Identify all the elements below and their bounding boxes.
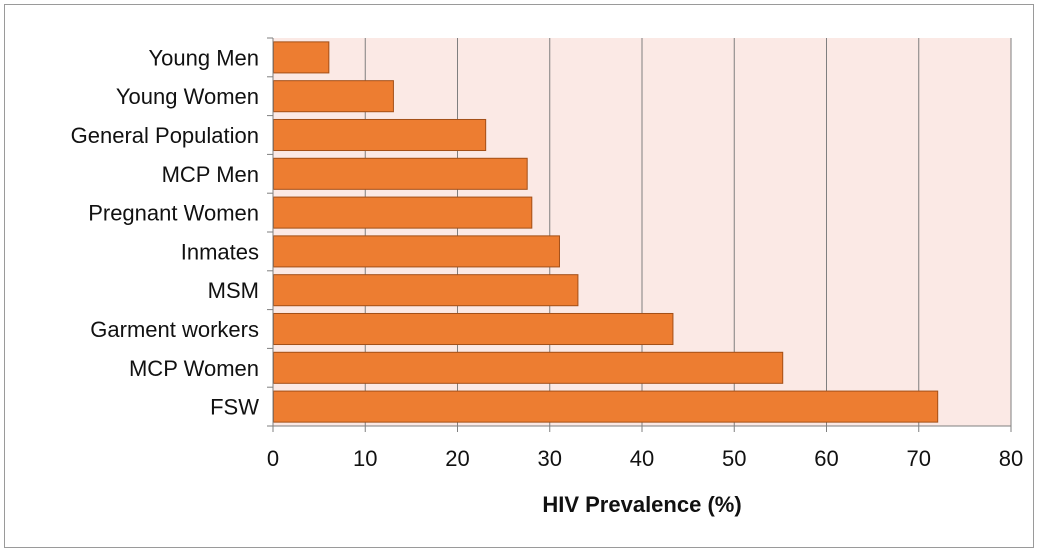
- x-tick-label: 10: [353, 446, 377, 471]
- chart-frame: Young Men Young Women General Population MC…: [4, 4, 1034, 548]
- x-tick-label: 60: [814, 446, 838, 471]
- category-label: Inmates: [181, 239, 259, 264]
- category-label: Young Women: [116, 84, 259, 109]
- x-tick-label: 50: [722, 446, 746, 471]
- bar-young-men: [273, 41, 330, 74]
- x-tick-label: 30: [538, 446, 562, 471]
- bar-fsw: [273, 390, 939, 423]
- category-label: Garment workers: [90, 317, 259, 342]
- category-label: MCP Men: [162, 162, 259, 187]
- category-label: MCP Women: [129, 356, 259, 381]
- x-tick-label: 80: [999, 446, 1023, 471]
- bar-pregnant-women: [273, 196, 533, 229]
- x-axis-title: HIV Prevalence (%): [542, 492, 741, 517]
- x-tick-label: 0: [267, 446, 279, 471]
- bar-msm: [273, 274, 579, 307]
- category-label: Young Men: [148, 45, 259, 70]
- category-label: MSM: [208, 278, 259, 303]
- bar-young-women: [273, 80, 394, 113]
- x-tick-label: 70: [907, 446, 931, 471]
- bar-garment-workers: [273, 312, 674, 346]
- axes: [267, 37, 1012, 432]
- bar-mcp-women: [273, 351, 784, 384]
- x-tick-labels: 0 10 20 30 40 50 60 70 80: [267, 446, 1023, 471]
- x-tick-label: 40: [630, 446, 654, 471]
- category-labels: Young Men Young Women General Population MC…: [71, 45, 260, 419]
- category-label: Pregnant Women: [88, 201, 259, 226]
- category-label: FSW: [210, 395, 259, 420]
- x-tick-label: 20: [445, 446, 469, 471]
- hiv-prevalence-bar-chart: Young Men Young Women General Population MC…: [71, 37, 1023, 517]
- category-label: General Population: [71, 123, 259, 148]
- bar-general-population: [273, 118, 487, 152]
- bar-inmates: [273, 235, 560, 268]
- bar-mcp-men: [273, 157, 528, 190]
